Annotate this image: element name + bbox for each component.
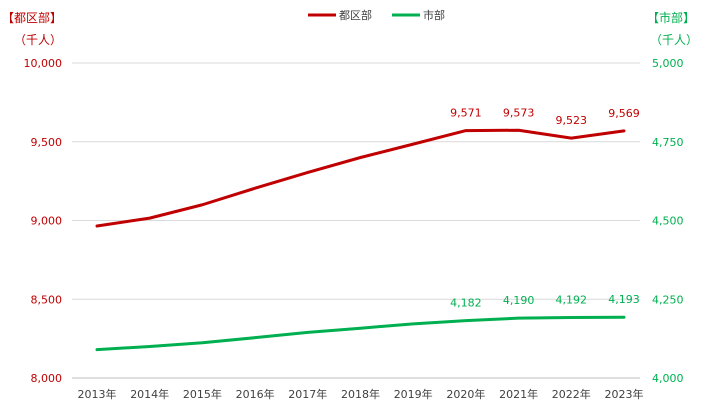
data-label: 9,573 <box>503 106 535 119</box>
x-tick-label: 2020年 <box>446 387 485 401</box>
data-label: 4,193 <box>608 293 640 306</box>
left-tick-label: 9,500 <box>31 136 63 149</box>
legend-label-series-1: 都区部 <box>339 8 372 22</box>
series-line-1 <box>95 128 626 228</box>
legend: 都区部 市部 <box>308 8 445 22</box>
series-lines <box>95 128 626 352</box>
data-label: 9,523 <box>556 114 588 127</box>
right-tick-label: 4,000 <box>652 372 684 385</box>
x-tick-label: 2014年 <box>130 387 169 401</box>
series-line-2 <box>95 315 626 352</box>
left-tick-label: 8,500 <box>31 293 63 306</box>
data-label: 9,571 <box>450 107 482 120</box>
gridlines <box>72 62 640 379</box>
data-label: 9,569 <box>608 107 640 120</box>
x-tick-label: 2019年 <box>394 387 433 401</box>
right-tick-label: 4,250 <box>652 293 684 306</box>
legend-label-series-2: 市部 <box>423 8 445 22</box>
x-tick-label: 2023年 <box>605 387 644 401</box>
right-tick-label: 4,750 <box>652 136 684 149</box>
left-tick-label: 10,000 <box>24 57 63 70</box>
left-axis-title: 【都区部】 <box>2 10 62 25</box>
right-axis-title: 【市部】 <box>647 10 695 25</box>
x-tick-label: 2018年 <box>341 387 380 401</box>
left-tick-label: 8,000 <box>31 372 63 385</box>
left-axis-ticks: 8,000 8,500 9,000 9,500 10,000 <box>24 57 63 385</box>
data-label: 4,182 <box>450 297 482 310</box>
left-tick-label: 9,000 <box>31 215 63 228</box>
right-tick-label: 4,500 <box>652 215 684 228</box>
right-tick-label: 5,000 <box>652 57 684 70</box>
x-tick-label: 2013年 <box>78 387 117 401</box>
x-axis-ticks: 2013年 2014年 2015年 2016年 2017年 2018年 2019年 2020年… <box>78 387 644 401</box>
right-axis-ticks: 4,000 4,250 4,500 4,750 5,000 <box>652 57 684 385</box>
x-tick-label: 2021年 <box>499 387 538 401</box>
data-labels: 9,571 9,573 9,523 9,569 4,182 4,190 4,192 4,193 <box>450 106 640 309</box>
x-tick-label: 2015年 <box>183 387 222 401</box>
right-axis-unit: （千人） <box>650 33 698 47</box>
data-label: 4,192 <box>556 294 588 307</box>
data-label: 4,190 <box>503 294 535 307</box>
x-tick-label: 2017年 <box>288 387 327 401</box>
x-tick-label: 2016年 <box>236 387 275 401</box>
left-axis-unit: （千人） <box>14 33 62 47</box>
x-tick-label: 2022年 <box>552 387 591 401</box>
